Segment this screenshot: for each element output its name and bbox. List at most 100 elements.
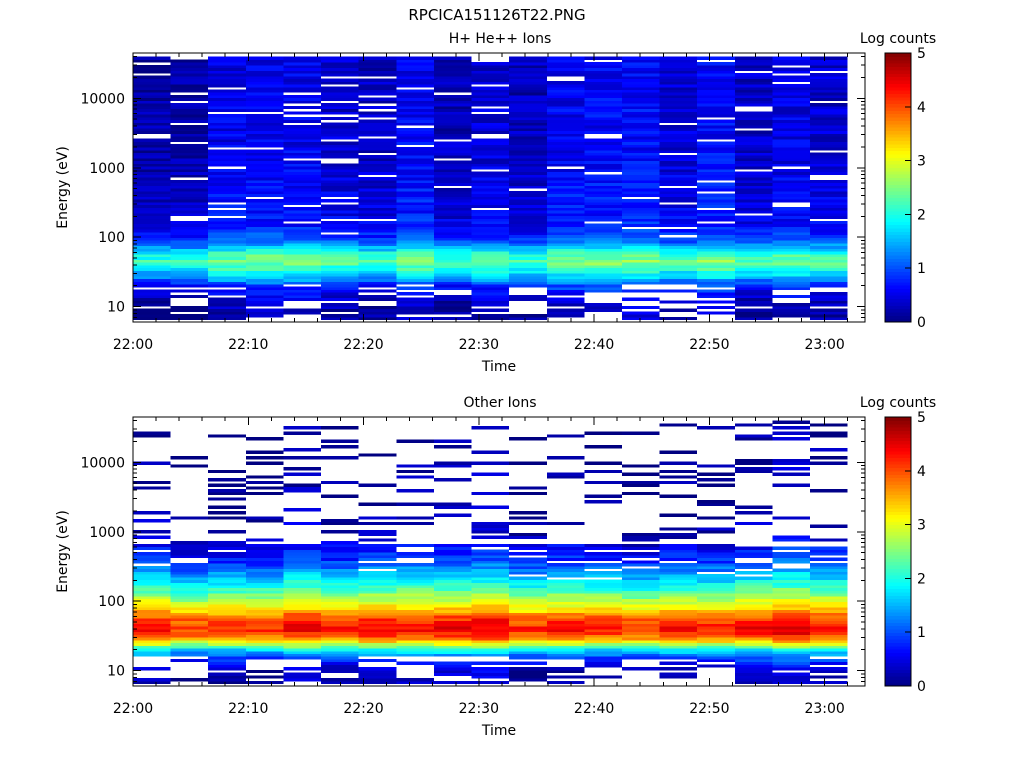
- heatmap-cell: [509, 97, 547, 101]
- heatmap-cell: [358, 278, 397, 282]
- plot-frame: [132, 416, 866, 687]
- heatmap-cell: [170, 163, 209, 167]
- heatmap-cell: [697, 81, 735, 85]
- heatmap-cell: [622, 262, 660, 266]
- heatmap-cell: [208, 105, 246, 110]
- heatmap-cell: [471, 152, 510, 156]
- heatmap-cell: [170, 598, 209, 602]
- heatmap-cell: [283, 177, 322, 181]
- heatmap-cell: [283, 278, 322, 282]
- heatmap-cell: [208, 251, 246, 255]
- heatmap-cell: [734, 149, 773, 153]
- heatmap-cell: [546, 571, 585, 575]
- heatmap-cell: [772, 155, 811, 159]
- heatmap-cell: [170, 650, 209, 654]
- heatmap-cell: [622, 571, 660, 575]
- heatmap-cell: [471, 521, 510, 526]
- heatmap-cell: [245, 680, 284, 685]
- heatmap-cell: [321, 155, 359, 159]
- heatmap-cell: [321, 78, 359, 82]
- colorbar-segment: [885, 217, 911, 222]
- heatmap-cell: [584, 149, 622, 153]
- heatmap-cell: [396, 190, 434, 195]
- heatmap-cell: [471, 626, 510, 630]
- heatmap-cell: [433, 122, 472, 126]
- heatmap-cell: [584, 179, 622, 184]
- colorbar-tick-label: 2: [917, 207, 926, 223]
- heatmap-cell: [208, 650, 246, 654]
- colorbar-segment: [885, 288, 911, 293]
- heatmap-cell: [471, 75, 510, 79]
- heatmap-cell: [170, 579, 209, 583]
- heatmap-cell: [734, 667, 773, 671]
- heatmap-cell: [321, 284, 359, 288]
- panel-title: Other Ions: [463, 395, 536, 411]
- heatmap-cell: [471, 275, 510, 279]
- heatmap-cell: [772, 62, 811, 66]
- heatmap-cell: [245, 259, 284, 263]
- heatmap-cell: [396, 308, 434, 312]
- heatmap-cell: [396, 642, 434, 646]
- heatmap-cell: [810, 434, 848, 438]
- heatmap-cell: [396, 593, 434, 597]
- heatmap-cell: [546, 582, 585, 586]
- heatmap-cell: [245, 75, 284, 79]
- heatmap-cell: [133, 108, 171, 112]
- heatmap-cell: [546, 311, 585, 315]
- heatmap-cell: [208, 103, 246, 107]
- x-axis-label: Time: [481, 723, 516, 739]
- heatmap-cell: [734, 67, 773, 71]
- heatmap-cell: [772, 237, 811, 241]
- heatmap-cell: [283, 557, 322, 561]
- heatmap-cell: [734, 264, 773, 269]
- heatmap-cell: [358, 543, 397, 548]
- heatmap-cell: [509, 190, 547, 195]
- colorbar-segment: [885, 477, 911, 482]
- heatmap-cell: [170, 648, 209, 652]
- heatmap-cell: [734, 661, 773, 665]
- heatmap-cell: [396, 152, 434, 156]
- heatmap-cell: [622, 631, 660, 635]
- heatmap-cell: [170, 204, 209, 208]
- heatmap-cell: [584, 590, 622, 594]
- heatmap-cell: [509, 62, 547, 66]
- heatmap-cell: [208, 300, 246, 304]
- colorbar-segment: [885, 521, 911, 526]
- heatmap-cell: [546, 193, 585, 197]
- heatmap-cell: [509, 114, 547, 118]
- heatmap-cell: [133, 593, 171, 597]
- heatmap-cell: [433, 133, 472, 137]
- heatmap-cell: [358, 149, 397, 153]
- heatmap-cell: [396, 157, 434, 162]
- heatmap-cell: [659, 587, 698, 591]
- heatmap-cell: [170, 464, 209, 468]
- heatmap-cell: [245, 240, 284, 244]
- heatmap-cell: [772, 103, 811, 107]
- heatmap-cell: [471, 286, 510, 290]
- heatmap-cell: [170, 617, 209, 622]
- heatmap-cell: [697, 234, 735, 238]
- heatmap-cell: [622, 598, 660, 602]
- heatmap-cell: [433, 163, 472, 167]
- heatmap-cell: [283, 675, 322, 679]
- heatmap-cell: [208, 223, 246, 227]
- heatmap-cell: [471, 204, 510, 208]
- x-tick-label: 22:40: [574, 701, 614, 717]
- heatmap-cell: [433, 565, 472, 570]
- heatmap-cell: [133, 612, 171, 616]
- heatmap-cell: [734, 511, 773, 515]
- heatmap-cell: [810, 675, 848, 679]
- heatmap-cell: [208, 81, 246, 85]
- heatmap-cell: [584, 500, 622, 504]
- heatmap-cell: [358, 612, 397, 616]
- heatmap-cell: [208, 316, 246, 321]
- heatmap-cell: [245, 116, 284, 121]
- heatmap-cell: [622, 166, 660, 170]
- heatmap-cell: [772, 648, 811, 652]
- heatmap-cell: [584, 226, 622, 230]
- heatmap-cell: [133, 84, 171, 88]
- heatmap-cell: [170, 75, 209, 79]
- heatmap-cell: [622, 212, 660, 216]
- heatmap-cell: [734, 204, 773, 208]
- heatmap-cell: [734, 188, 773, 192]
